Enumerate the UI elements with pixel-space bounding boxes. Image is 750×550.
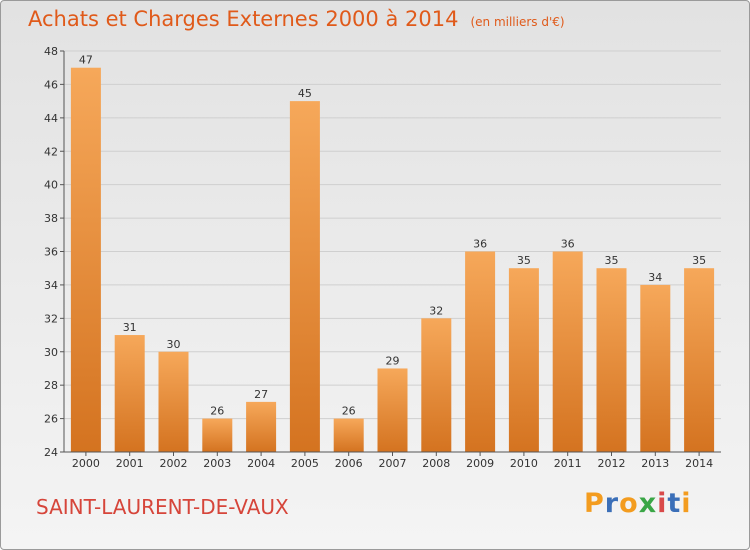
bar-2000 <box>70 67 101 452</box>
x-tick-label-2014: 2014 <box>685 457 713 470</box>
x-tick-label-2000: 2000 <box>72 457 100 470</box>
y-tick-label: 30 <box>44 346 58 359</box>
bar-2008 <box>421 318 452 452</box>
x-tick-label-2008: 2008 <box>422 457 450 470</box>
value-label-2012: 35 <box>605 254 619 267</box>
bar-2013 <box>640 284 671 452</box>
bar-2010 <box>508 268 539 452</box>
value-label-2001: 31 <box>123 321 137 334</box>
bar-2014 <box>684 268 715 452</box>
x-tick-label-2011: 2011 <box>554 457 582 470</box>
brand-letter: r <box>604 488 620 519</box>
bars <box>70 67 715 452</box>
y-tick-label: 26 <box>44 413 58 426</box>
y-tick-label: 36 <box>44 246 58 259</box>
value-label-2014: 35 <box>692 254 706 267</box>
y-tick-label: 44 <box>44 112 58 125</box>
brand-letter: i <box>681 488 692 519</box>
value-label-2008: 32 <box>429 304 443 317</box>
value-label-2013: 34 <box>648 271 662 284</box>
bar-2003 <box>202 418 233 452</box>
bar-2001 <box>114 335 145 452</box>
brand-letter: x <box>638 488 658 519</box>
bar-2012 <box>596 268 627 452</box>
value-label-2002: 30 <box>167 338 181 351</box>
y-tick-label: 24 <box>44 446 58 459</box>
y-tick-label: 48 <box>44 45 58 58</box>
bar-2009 <box>465 251 496 452</box>
brand-letter: P <box>584 488 605 519</box>
value-label-2005: 45 <box>298 87 312 100</box>
y-axis-ticks: 24 26 28 30 32 34 36 38 40 42 44 46 48 <box>44 45 64 459</box>
y-tick-label: 46 <box>44 78 58 91</box>
y-tick-label: 32 <box>44 312 58 325</box>
value-label-2003: 26 <box>210 405 224 418</box>
y-tick-label: 42 <box>44 145 58 158</box>
x-tick-label-2001: 2001 <box>116 457 144 470</box>
value-label-2000: 47 <box>79 54 93 67</box>
brand-letter: o <box>619 488 639 519</box>
x-tick-label-2007: 2007 <box>379 457 407 470</box>
value-label-2011: 36 <box>561 238 575 251</box>
value-label-2009: 36 <box>473 238 487 251</box>
y-tick-label: 38 <box>44 212 58 225</box>
brand-letter: t <box>667 488 682 519</box>
chart-title: Achats et Charges Externes 2000 à 2014 (e… <box>28 7 565 31</box>
value-label-2004: 27 <box>254 388 268 401</box>
x-tick-label-2010: 2010 <box>510 457 538 470</box>
x-tick-label-2002: 2002 <box>160 457 188 470</box>
x-tick-label-2006: 2006 <box>335 457 363 470</box>
x-tick-label-2003: 2003 <box>203 457 231 470</box>
y-tick-label: 40 <box>44 179 58 192</box>
bar-2002 <box>158 351 189 452</box>
value-labels: 47 31 30 26 27 45 26 29 32 36 35 36 35 34 35 <box>79 54 706 418</box>
chart-subtitle: (en milliers d'€) <box>470 15 565 29</box>
value-label-2010: 35 <box>517 254 531 267</box>
place-name: SAINT-LAURENT-DE-VAUX <box>36 495 289 519</box>
value-label-2007: 29 <box>386 354 400 367</box>
bar-2011 <box>552 251 583 452</box>
bar-2004 <box>246 401 277 452</box>
x-tick-label-2004: 2004 <box>247 457 275 470</box>
x-axis-ticks: 2000 2001 2002 2003 2004 2005 2006 2007 2008 2009… <box>72 452 713 470</box>
bar-2006 <box>333 418 364 452</box>
bar-2005 <box>289 101 320 452</box>
value-label-2006: 26 <box>342 405 356 418</box>
x-tick-label-2009: 2009 <box>466 457 494 470</box>
x-tick-label-2012: 2012 <box>598 457 626 470</box>
y-tick-label: 28 <box>44 379 58 392</box>
bar-2007 <box>377 368 408 452</box>
brand-letter: i <box>657 488 668 519</box>
x-tick-label-2013: 2013 <box>641 457 669 470</box>
x-tick-label-2005: 2005 <box>291 457 319 470</box>
y-tick-label: 34 <box>44 279 58 292</box>
chart-title-text: Achats et Charges Externes 2000 à 2014 <box>28 7 459 31</box>
proxiti-logo: Proxiti <box>584 488 692 519</box>
